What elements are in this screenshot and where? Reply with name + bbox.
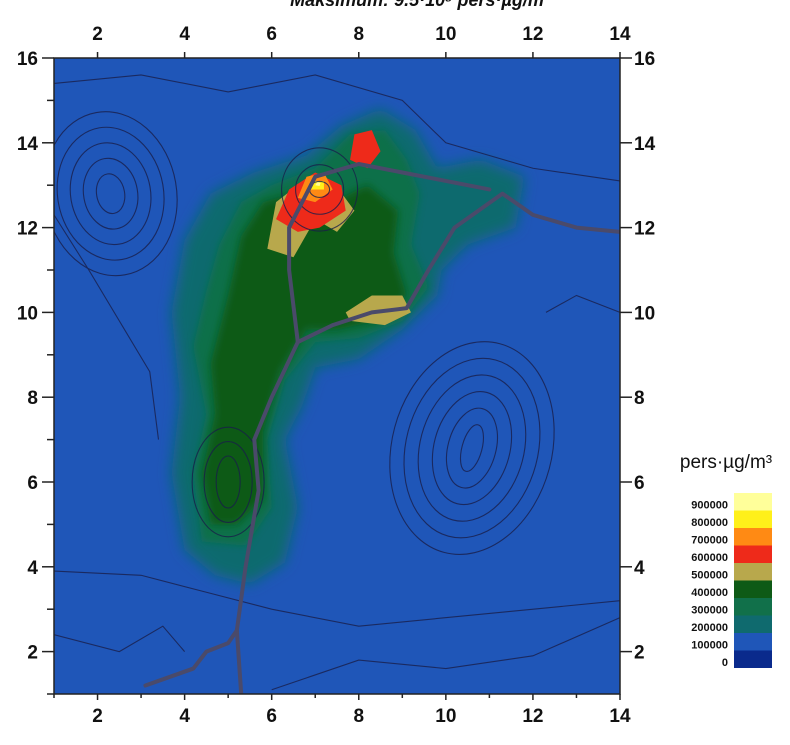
colorbar-title: pers·µg/m³ [680,452,772,473]
contour-line-1 [54,570,620,627]
colorbar: pers·µg/m³ 0 100000 200000 300000 400000 5000… [680,452,772,669]
y-tick-label-right-12: 12 [634,219,655,240]
contour-line-5 [54,214,160,440]
colorbar-swatch-1 [734,633,772,651]
contour-line-4 [54,625,186,653]
colorbar-label-100000: 100000 [691,640,728,652]
contour-line-0 [54,74,620,182]
contour-west-2 [69,142,152,246]
colorbar-label-300000: 300000 [691,605,728,617]
heat-region-7 [350,130,381,169]
y-tick-label-right-2: 2 [634,643,645,664]
colorbar-swatch-9 [734,493,772,511]
plot-frame [53,57,621,695]
x-tick-label-bottom-2: 2 [92,706,103,727]
chart-title: Maksimum: 9.5·10⁵ pers·µg/m³ [290,0,551,10]
colorbar-swatch-8 [734,510,772,528]
contour-south-1 [203,441,253,523]
contour-peak-2 [281,147,359,232]
colorbar-label-700000: 700000 [691,535,728,547]
colorbar-swatch-7 [734,528,772,546]
y-tick-label-left-12: 12 [17,219,38,240]
x-tick-label-top-14: 14 [609,24,631,45]
y-tick-label-right-16: 16 [634,49,655,70]
colorbar-label-800000: 800000 [691,517,728,529]
y-tick-label-left-2: 2 [27,643,38,664]
y-tick-label-left-10: 10 [17,303,38,324]
x-tick-label-bottom-8: 8 [353,706,364,727]
colorbar-label-200000: 200000 [691,622,728,634]
x-tick-label-bottom-10: 10 [435,706,456,727]
y-tick-label-left-6: 6 [27,473,38,494]
contour-west-1 [82,157,139,230]
contour-east-4 [403,357,541,539]
contour-west-0 [95,173,126,215]
contour-west-4 [54,111,178,277]
y-tick-label-left-4: 4 [27,558,38,579]
road-branch-0 [287,162,492,345]
x-tick-label-top-8: 8 [353,24,364,45]
contour-line-2 [271,617,620,691]
contour-layer [54,74,620,691]
contour-west-3 [56,126,165,261]
x-tick-label-bottom-4: 4 [179,706,190,727]
road-branch-1 [234,628,244,694]
y-tick-label-right-8: 8 [634,388,645,409]
x-tick-label-top-6: 6 [266,24,277,45]
heat-region-10 [315,181,321,187]
x-tick-label-bottom-14: 14 [609,706,631,727]
colorbar-label-0: 0 [722,657,728,669]
contour-line-3 [545,294,620,313]
colorbar-swatch-0 [734,650,772,668]
colorbar-swatch-5 [734,563,772,581]
axes: 2 2 4 4 6 6 8 8 10 10 12 12 14 14 2 2 4 4 6 6 8 8 10 10 12 12 14 14… [17,24,656,727]
contour-south-2 [191,426,265,538]
contour-east-2 [431,391,513,506]
y-tick-label-right-14: 14 [634,134,656,155]
contour-south-0 [215,455,241,509]
x-tick-label-top-2: 2 [92,24,103,45]
x-tick-label-top-10: 10 [435,24,456,45]
contour-east-1 [445,407,498,489]
contour-east-3 [417,374,527,522]
y-tick-label-left-8: 8 [27,388,38,409]
x-tick-label-bottom-6: 6 [266,706,277,727]
x-tick-label-top-4: 4 [179,24,190,45]
contour-east-5 [389,341,555,555]
colorbar-label-400000: 400000 [691,587,728,599]
colorbar-label-900000: 900000 [691,500,728,512]
colorbar-label-500000: 500000 [691,570,728,582]
road-layer [143,162,620,694]
colorbar-label-600000: 600000 [691,552,728,564]
colorbar-swatch-2 [734,615,772,633]
x-tick-label-bottom-12: 12 [522,706,543,727]
y-tick-label-left-16: 16 [17,49,38,70]
colorbar-swatch-3 [734,598,772,616]
x-tick-label-top-12: 12 [522,24,543,45]
plot-area [54,58,620,694]
y-tick-label-left-14: 14 [17,134,39,155]
contour-east-0 [459,424,485,472]
colorbar-swatch-4 [734,580,772,598]
y-tick-label-right-4: 4 [634,558,645,579]
contour-peak-1 [295,164,345,215]
colorbar-swatch-6 [734,545,772,563]
y-tick-label-right-6: 6 [634,473,645,494]
y-tick-label-right-10: 10 [634,303,655,324]
